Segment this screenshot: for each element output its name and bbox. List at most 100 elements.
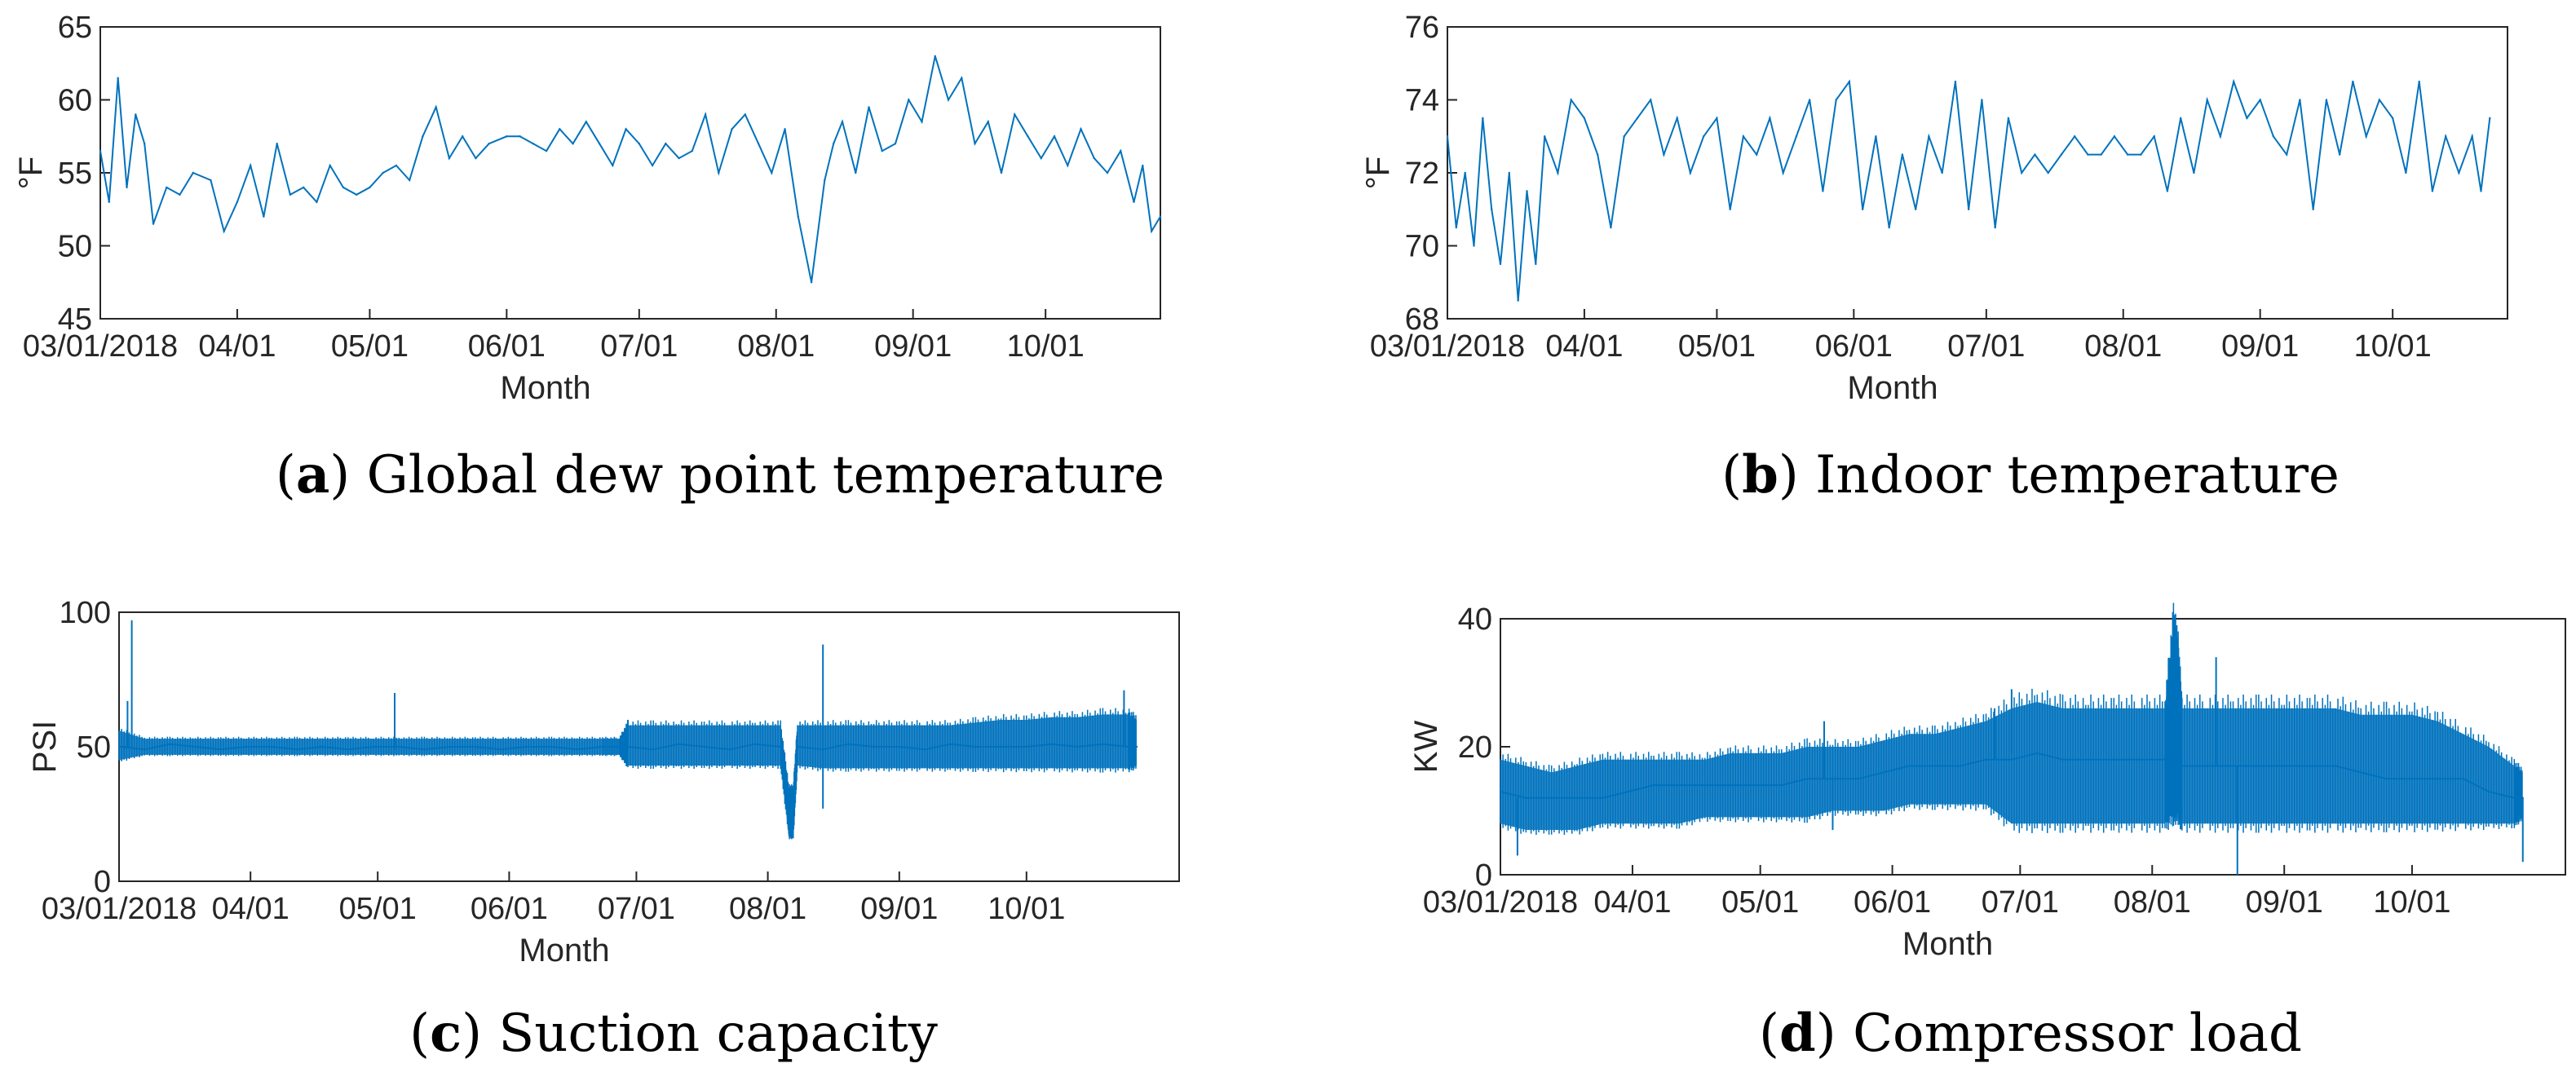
data-point [2061,758,2064,761]
x-tick-label: 10/01 [2354,329,2432,364]
y-tick-label: 74 [1405,84,1439,118]
data-point [1464,171,1466,174]
data-point [2100,153,2102,156]
data-point [236,201,239,203]
data-point [2153,135,2155,138]
x-tick-label: 10/01 [1007,329,1085,364]
data-point [372,745,375,748]
x-tick-label: 04/01 [212,892,289,926]
data-point [2259,99,2261,101]
data-point [2181,765,2184,767]
data-point [1914,208,1917,210]
data-point [1596,153,1599,156]
data-point [2444,135,2447,138]
data-point [2462,778,2464,780]
data-point [488,143,490,145]
data-point [1040,157,1042,160]
caption-c-text: Suction capacity [498,1004,938,1064]
x-tick-label: 03/01/2018 [1370,329,1525,364]
data-point [894,143,897,145]
data-point [1093,157,1095,160]
data-point [2179,117,2182,120]
data-point [289,193,292,196]
data-point [1702,135,1705,138]
data-point [1133,201,1135,203]
data-point [1000,171,1003,174]
data-point [855,171,857,174]
data-point [369,186,371,189]
x-tick-label: 06/01 [1815,329,1893,364]
x-tick-label: 04/01 [198,329,276,364]
data-point [572,143,574,145]
data-point [678,743,680,745]
data-point [99,149,102,152]
data-point [1150,230,1153,232]
x-tick-label: 07/01 [1982,885,2059,920]
data-point [2113,758,2115,761]
data-point [1967,208,1970,210]
data-point [2126,153,2129,156]
data-point [1636,117,1639,120]
x-tick-label: 07/01 [1947,329,2025,364]
data-point [2232,80,2235,83]
data-point [210,179,212,182]
data-point [435,106,437,108]
data-point [1550,796,1553,799]
y-tick-label: 40 [1458,602,1492,637]
data-point [2272,135,2275,138]
y-tick-label: 76 [1405,11,1439,45]
data-point [1729,208,1731,210]
data-point [1882,771,1885,774]
data-point [1499,263,1502,266]
data-point [152,223,155,225]
data-point [144,748,146,751]
y-tick-label: 50 [58,230,92,264]
data-point [832,143,835,145]
data-point [2312,208,2314,210]
data-point [2365,135,2367,138]
y-axis-label: °F [13,157,49,189]
data-point [2405,171,2407,174]
data-point [143,143,146,145]
data-point [342,186,345,189]
data-point [2360,771,2362,774]
data-point [2176,733,2179,735]
x-tick-label: 05/01 [1721,885,1799,920]
data-point [422,135,424,138]
data-point [947,99,950,101]
data-point [1678,783,1681,787]
data-point [757,143,760,145]
data-point [2166,190,2169,192]
data-point [1127,745,1129,748]
x-tick-label: 05/01 [331,329,409,364]
data-point [276,143,278,145]
data-point [1805,778,1809,780]
data-point [1861,208,1864,210]
y-tick-label: 65 [58,11,92,45]
x-tick-label: 10/01 [988,892,1065,926]
data-point [873,745,875,748]
y-tick-label: 60 [58,84,92,118]
data-point [2047,171,2049,174]
data-point [2138,758,2141,761]
data-point [249,164,252,167]
data-point [731,128,733,130]
data-point [1822,190,1824,192]
data-point [1570,99,1572,101]
data-point [1159,215,1162,218]
data-point [1729,783,1732,787]
x-tick-label: 09/01 [2221,329,2299,364]
data-point [841,121,844,123]
data-point [192,171,194,174]
data-point [1623,135,1625,138]
y-axis-label: KW [1408,721,1444,774]
series-line [1447,78,2491,301]
data-point [408,179,411,182]
data-point [2325,99,2328,101]
data-point [1901,153,1904,156]
data-point [1446,135,1449,138]
data-point [525,745,528,748]
data-point [1676,117,1678,120]
data-point [1050,743,1054,745]
data-point [1941,171,1943,174]
